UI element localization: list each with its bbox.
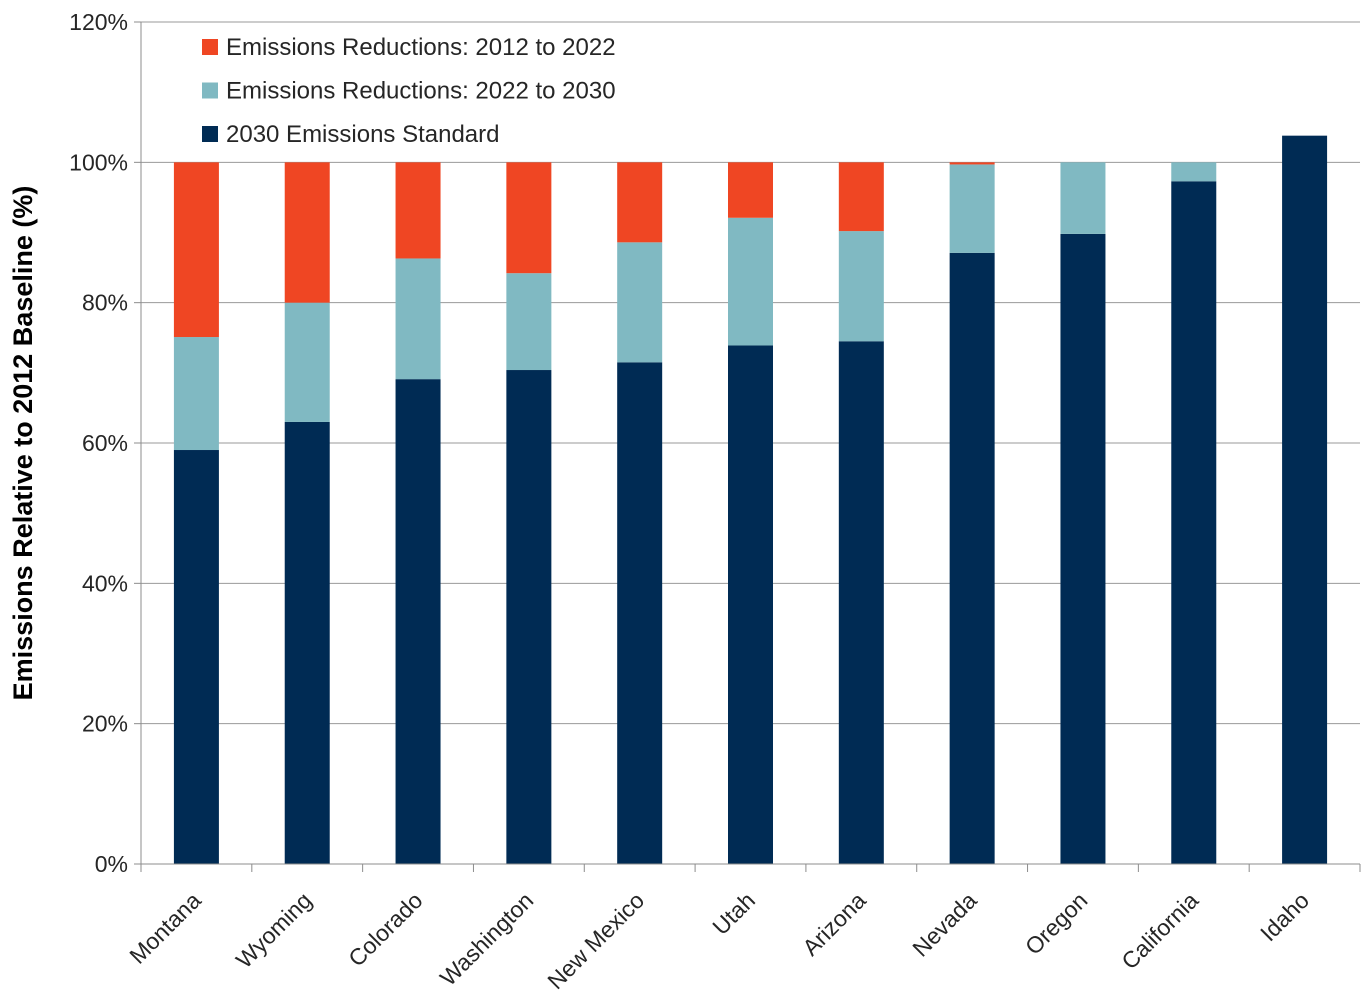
y-tick-label: 20%	[82, 711, 128, 737]
y-tick-label: 120%	[69, 9, 128, 35]
bar-segment	[838, 162, 884, 232]
bar-segment	[617, 242, 663, 363]
bar-segment	[506, 273, 552, 371]
bar-segment	[1060, 233, 1106, 865]
bar-segment	[728, 162, 773, 218]
bar-segment	[1171, 162, 1217, 182]
axes: 0% 20% 40% 60% 80% 100% 120% Montana Wyoming Colo…	[69, 9, 1361, 994]
legend-swatch	[202, 126, 218, 142]
bar-segment	[1282, 135, 1328, 865]
x-tick-label: Montana	[124, 887, 206, 969]
x-tick-label: Oregon	[1020, 887, 1093, 960]
y-tick-label: 60%	[82, 430, 128, 456]
bar-segment	[838, 341, 884, 865]
bar-segment	[284, 421, 330, 864]
x-tick-label: Arizona	[797, 887, 871, 961]
legend: Emissions Reductions: 2012 to 2022 Emissi…	[202, 34, 616, 148]
bar-segment	[173, 337, 219, 451]
bar-segment	[617, 362, 663, 864]
bar-segment	[506, 370, 552, 864]
bar-segment	[173, 450, 219, 864]
bar-segment	[284, 302, 330, 422]
bar-segment	[284, 162, 330, 303]
bar-segment	[395, 162, 441, 259]
bar-segment	[617, 162, 663, 243]
bar-segment	[728, 345, 773, 864]
x-tick-label: Utah	[707, 887, 760, 940]
y-tick-label: 40%	[82, 570, 128, 596]
bar-segment	[949, 162, 995, 165]
legend-label: Emissions Reductions: 2012 to 2022	[226, 34, 616, 61]
y-tick-label: 100%	[69, 149, 128, 175]
legend-label: 2030 Emissions Standard	[226, 121, 500, 148]
x-tick-label: California	[1116, 887, 1203, 974]
y-tick-label: 80%	[82, 290, 128, 316]
y-axis-title: Emissions Relative to 2012 Baseline (%)	[8, 186, 38, 701]
y-tick-label: 0%	[95, 851, 128, 877]
bar-segment	[838, 231, 884, 342]
x-tick-label: Colorado	[343, 887, 427, 971]
legend-label: Emissions Reductions: 2022 to 2030	[226, 78, 616, 105]
bar-segment	[395, 379, 441, 864]
bar-segment	[506, 162, 552, 274]
x-tick-label: Nevada	[907, 887, 982, 962]
bar-segment	[949, 164, 995, 253]
legend-swatch	[202, 82, 218, 99]
bar-segment	[1060, 162, 1106, 234]
bars	[173, 135, 1328, 865]
bar-segment	[728, 217, 773, 346]
x-tick-label: New Mexico	[542, 887, 649, 994]
x-tick-label: Washington	[435, 887, 539, 991]
bar-segment	[949, 252, 995, 864]
bar-segment	[395, 258, 441, 380]
x-tick-label: Idaho	[1255, 887, 1314, 946]
bar-segment	[173, 162, 219, 338]
x-tick-label: Wyoming	[231, 887, 317, 973]
legend-swatch	[202, 39, 218, 55]
bar-segment	[1171, 181, 1217, 865]
